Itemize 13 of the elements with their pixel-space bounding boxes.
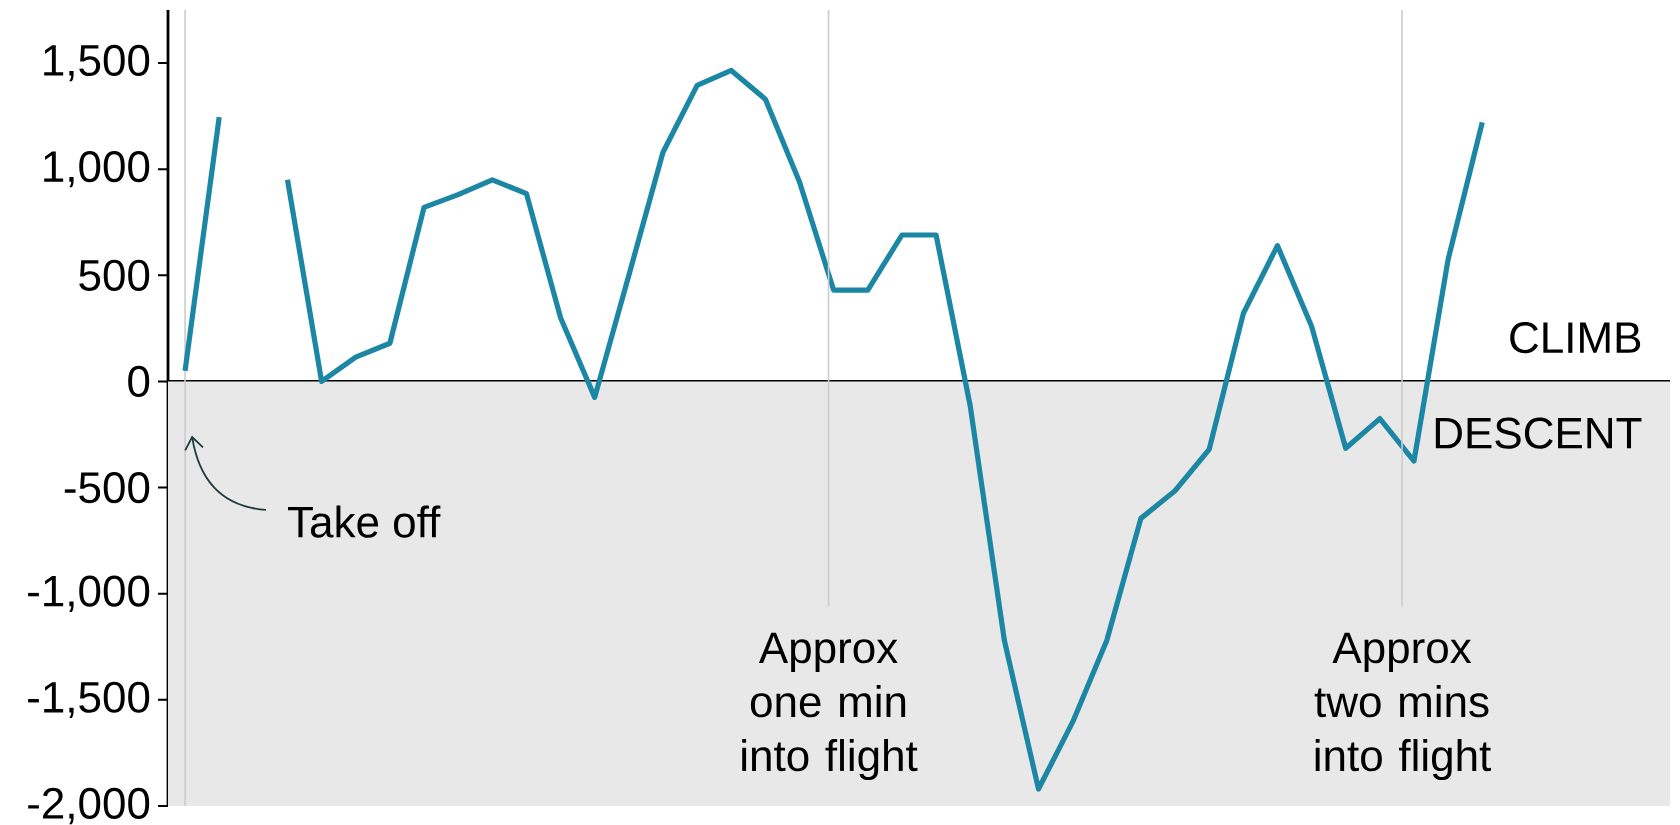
y-tick-label: 500 xyxy=(79,259,150,291)
y-tick-label: 1,500 xyxy=(44,44,150,82)
y-tick-label: -1,500 xyxy=(28,681,150,719)
y-tick-label: -1,000 xyxy=(28,575,150,612)
annotation: Take off xyxy=(288,505,441,538)
y-tick-label: 0 xyxy=(128,365,150,398)
y-tick-label: 1,000 xyxy=(44,150,150,188)
y-tick-label: -2,000 xyxy=(28,787,150,825)
y-tick-label: -500 xyxy=(64,472,150,504)
annotation: Approx one min into flight xyxy=(742,632,918,781)
band-label: DESCENT xyxy=(1435,417,1642,449)
annotation: Approx two mins into flight xyxy=(1314,632,1491,781)
annotation: CLIMB xyxy=(1510,322,1641,354)
